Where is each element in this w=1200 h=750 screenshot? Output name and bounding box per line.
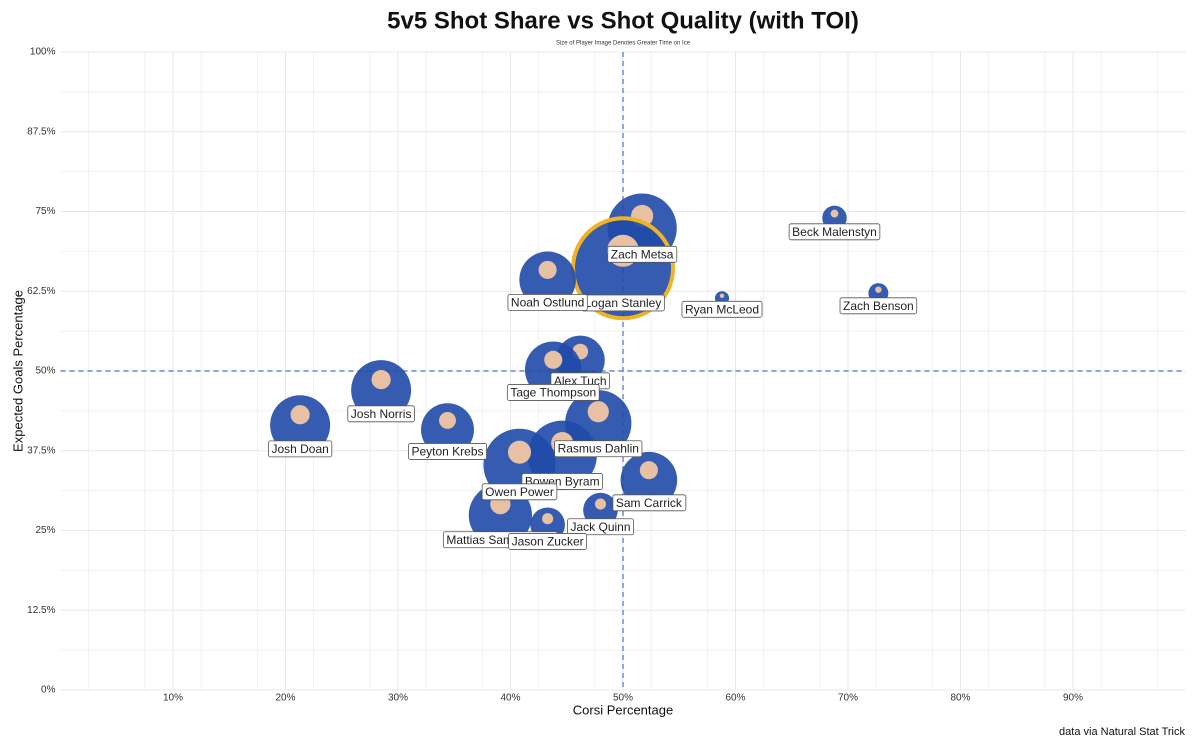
player-label: Zach Benson: [839, 297, 918, 315]
player-label: Beck Malenstyn: [788, 223, 881, 241]
label-box: [481, 483, 558, 501]
player-label: Sam Carrick: [612, 494, 687, 512]
x-tick-label: 60%: [725, 693, 745, 704]
player-label: Peyton Krebs: [408, 443, 487, 460]
player-head: [587, 401, 609, 423]
player-head: [542, 513, 554, 525]
label-box: [612, 494, 687, 512]
player-bubble: [421, 403, 474, 457]
y-tick-label: 50%: [35, 366, 55, 377]
y-tick-label: 0%: [41, 685, 56, 696]
point-label: Jason Zucker: [512, 534, 584, 548]
player-label: Owen Power: [481, 483, 558, 501]
player-head: [507, 440, 532, 464]
player-label: Jack Quinn: [567, 518, 634, 536]
point-label: Noah Ostlund: [511, 295, 584, 309]
y-tick-label: 87.5%: [27, 126, 55, 137]
x-tick-label: 30%: [388, 693, 408, 704]
y-tick-label: 100%: [30, 47, 56, 58]
player-label: Jason Zucker: [508, 533, 588, 550]
player-label: Zach Metsa: [607, 245, 678, 263]
point-label: Tage Thompson: [510, 385, 596, 399]
x-tick-label: 20%: [275, 693, 295, 704]
x-axis-label: Corsi Percentage: [573, 702, 673, 717]
point-label: Peyton Krebs: [411, 444, 483, 458]
player-head: [830, 209, 839, 218]
point-label: Logan Stanley: [585, 296, 662, 310]
y-tick-label: 12.5%: [27, 605, 55, 616]
x-tick-label: 40%: [500, 693, 520, 704]
point-label: Josh Norris: [351, 407, 412, 421]
chart-title: 5v5 Shot Share vs Shot Quality (with TOI…: [387, 7, 859, 34]
label-box: [788, 223, 881, 241]
player-head: [371, 370, 391, 390]
chart-subtitle: Size of Player Image Denotes Greater Tim…: [556, 41, 691, 47]
y-tick-label: 75%: [35, 206, 55, 217]
player-label: Noah Ostlund: [507, 294, 588, 311]
x-tick-label: 70%: [838, 693, 858, 704]
point-label: Rasmus Dahlin: [558, 442, 639, 456]
caption: data via Natural Stat Trick: [1059, 726, 1185, 738]
player-label: Josh Doan: [268, 440, 333, 458]
label-box: [508, 533, 588, 550]
x-tick-label: 10%: [163, 693, 183, 704]
y-tick-label: 62.5%: [27, 286, 55, 297]
label-box: [567, 518, 634, 536]
player-head: [290, 405, 310, 425]
point-label: Beck Malenstyn: [792, 225, 877, 239]
point-label: Jack Quinn: [570, 520, 630, 534]
player-bubble: [351, 360, 412, 421]
player-bubble: [270, 395, 331, 456]
label-box: [839, 297, 918, 315]
point-label: Zach Metsa: [611, 247, 674, 261]
player-label: Tage Thompson: [506, 384, 600, 401]
player-label: Logan Stanley: [581, 294, 665, 312]
player-label: Ryan McLeod: [681, 300, 763, 318]
player-head: [875, 286, 882, 293]
label-box: [506, 384, 600, 401]
player-head: [594, 498, 607, 510]
label-box: [507, 294, 588, 311]
player-label: Josh Norris: [347, 405, 415, 423]
y-tick-label: 37.5%: [27, 445, 55, 456]
y-tick-label: 25%: [35, 525, 55, 536]
player-head: [538, 260, 557, 279]
x-tick-label: 80%: [950, 693, 970, 704]
y-axis-label: Expected Goals Percentage: [10, 290, 25, 452]
player-bubble: [519, 251, 576, 309]
point-label: Josh Doan: [271, 442, 328, 456]
point-label: Sam Carrick: [616, 496, 683, 510]
point-label: Owen Power: [485, 485, 554, 499]
player-head: [544, 350, 563, 369]
label-box: [268, 440, 333, 458]
player-head: [439, 411, 456, 429]
label-box: [554, 440, 643, 458]
player-bubble: [620, 451, 678, 509]
point-label: Zach Benson: [843, 299, 914, 313]
label-box: [681, 300, 763, 318]
x-tick-label: 90%: [1063, 693, 1083, 704]
label-box: [347, 405, 415, 423]
player-head: [639, 461, 658, 480]
player-label: Rasmus Dahlin: [554, 440, 643, 458]
label-box: [607, 245, 678, 263]
point-label: Ryan McLeod: [685, 302, 759, 316]
x-tick-label: 50%: [613, 693, 633, 704]
player-head: [719, 293, 725, 299]
label-box: [408, 443, 487, 460]
